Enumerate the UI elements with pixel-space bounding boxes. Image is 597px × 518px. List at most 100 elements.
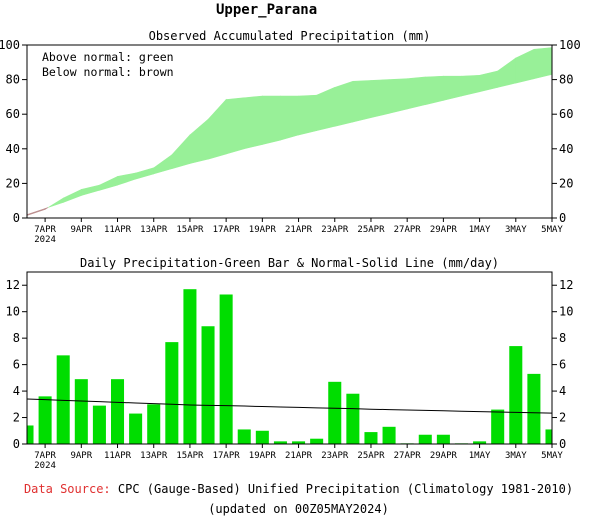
- data-source-label: Data Source:: [23, 482, 111, 496]
- daily-bar: [129, 413, 143, 444]
- daily-x-tick-label: 13APR: [140, 451, 168, 461]
- daily-bar: [418, 434, 432, 444]
- daily-y-tick-label-left: 2: [13, 411, 20, 425]
- accum-y-tick-label-right: 40: [559, 142, 573, 156]
- accum-diff-area: [117, 172, 136, 186]
- daily-bar: [436, 434, 450, 444]
- daily-bar: [292, 441, 306, 444]
- daily-bar: [310, 438, 324, 444]
- accum-diff-area: [443, 75, 462, 101]
- accumulated-chart-title: Observed Accumulated Precipitation (mm): [149, 29, 431, 43]
- accum-x-tick-label: 29APR: [430, 225, 458, 235]
- accum-diff-area: [479, 70, 498, 93]
- legend-below-normal: Below normal: brown: [42, 65, 174, 79]
- accum-x-tick-label: 19APR: [249, 225, 277, 235]
- daily-x-tick-label: 15APR: [176, 451, 204, 461]
- accum-x-tick-label: 13APR: [140, 225, 168, 235]
- accum-diff-area: [533, 47, 553, 80]
- updated-line: (updated on 00Z05MAY2024): [208, 502, 389, 516]
- accum-diff-area: [352, 80, 372, 123]
- daily-y-tick-label-left: 8: [13, 331, 20, 345]
- accum-x-tick-label: 7APR: [34, 225, 56, 235]
- accum-diff-area: [189, 118, 209, 164]
- accum-diff-area: [207, 98, 227, 160]
- daily-x-year-label: 2024: [34, 461, 56, 471]
- daily-normal-line: [26, 398, 553, 414]
- accum-diff-area: [153, 154, 173, 175]
- daily-x-tick-label: 7APR: [34, 451, 56, 461]
- accumulated-plot-frame: [26, 44, 553, 219]
- accum-y-tick-label-right: 60: [559, 107, 573, 121]
- accum-x-tick-label: 27APR: [394, 225, 422, 235]
- accum-x-tick-label: 11APR: [104, 225, 132, 235]
- daily-bar: [255, 430, 269, 444]
- accum-diff-area: [135, 167, 155, 180]
- daily-x-tick-label: 9APR: [70, 451, 92, 461]
- daily-x-tick-label: 1MAY: [469, 451, 491, 461]
- accum-y-tick-label-left: 80: [6, 73, 20, 87]
- data-source-line: Data Source: CPC (Gauge-Based) Unified P…: [0, 482, 597, 496]
- daily-y-tick-label-left: 12: [6, 278, 20, 292]
- accum-x-year-label: 2024: [34, 235, 56, 245]
- daily-bar: [346, 393, 360, 444]
- daily-bar: [527, 373, 541, 444]
- accum-diff-area: [334, 80, 354, 127]
- daily-y-tick-label-left: 6: [13, 358, 20, 372]
- daily-x-tick-label: 3MAY: [505, 451, 527, 461]
- daily-y-tick-label-right: 10: [559, 305, 573, 319]
- accum-diff-area: [316, 86, 336, 132]
- accum-diff-area: [81, 184, 100, 196]
- daily-bar: [92, 405, 106, 444]
- accum-y-tick-label-left: 0: [13, 211, 20, 225]
- accum-diff-area: [47, 197, 64, 208]
- accum-diff-area: [497, 57, 517, 88]
- legend-above-normal: Above normal: green: [42, 50, 174, 64]
- accum-diff-area: [26, 208, 46, 216]
- daily-x-tick-label: 19APR: [249, 451, 277, 461]
- accum-x-tick-label: 5MAY: [541, 225, 563, 235]
- accum-diff-area: [461, 74, 480, 97]
- accum-x-tick-label: 25APR: [357, 225, 385, 235]
- accum-diff-area: [424, 75, 444, 106]
- daily-y-tick-label-right: 8: [559, 331, 566, 345]
- daily-bar: [364, 432, 378, 444]
- accum-x-tick-label: 15APR: [176, 225, 204, 235]
- daily-y-tick-label-right: 2: [559, 411, 566, 425]
- daily-bar: [27, 425, 34, 444]
- daily-x-tick-label: 25APR: [357, 451, 385, 461]
- accum-diff-area: [225, 97, 245, 155]
- accum-diff-area: [298, 94, 317, 136]
- daily-bar: [545, 429, 552, 444]
- page-title: Upper_Parana: [216, 2, 317, 18]
- daily-x-tick-label: 17APR: [213, 451, 241, 461]
- daily-bar: [147, 404, 161, 444]
- daily-x-tick-label: 29APR: [430, 451, 458, 461]
- accum-y-tick-label-left: 60: [6, 107, 20, 121]
- accum-diff-area: [62, 188, 82, 203]
- daily-bar: [111, 379, 125, 444]
- accum-diff-area: [370, 79, 390, 119]
- daily-bar: [491, 409, 505, 444]
- accum-diff-area: [44, 207, 49, 210]
- daily-bar: [237, 429, 251, 444]
- accum-diff-area: [280, 95, 299, 141]
- daily-plot-frame: [26, 271, 553, 445]
- accum-diff-area: [243, 95, 263, 150]
- accum-diff-area: [406, 76, 426, 110]
- daily-bar: [183, 289, 197, 444]
- daily-chart-title: Daily Precipitation-Green Bar & Normal-S…: [80, 256, 499, 270]
- accum-diff-area: [515, 48, 535, 84]
- accum-diff-area: [99, 176, 118, 191]
- daily-y-tick-label-right: 6: [559, 358, 566, 372]
- daily-bar: [328, 381, 342, 444]
- data-source-text: CPC (Gauge-Based) Unified Precipitation …: [117, 482, 574, 496]
- accum-diff-area: [262, 95, 281, 145]
- daily-bar: [509, 346, 523, 444]
- daily-bar: [74, 379, 88, 444]
- daily-x-tick-label: 23APR: [321, 451, 349, 461]
- daily-bar: [165, 342, 179, 444]
- daily-bar: [273, 441, 287, 444]
- daily-x-tick-label: 11APR: [104, 451, 132, 461]
- accum-y-tick-label-right: 100: [559, 38, 581, 52]
